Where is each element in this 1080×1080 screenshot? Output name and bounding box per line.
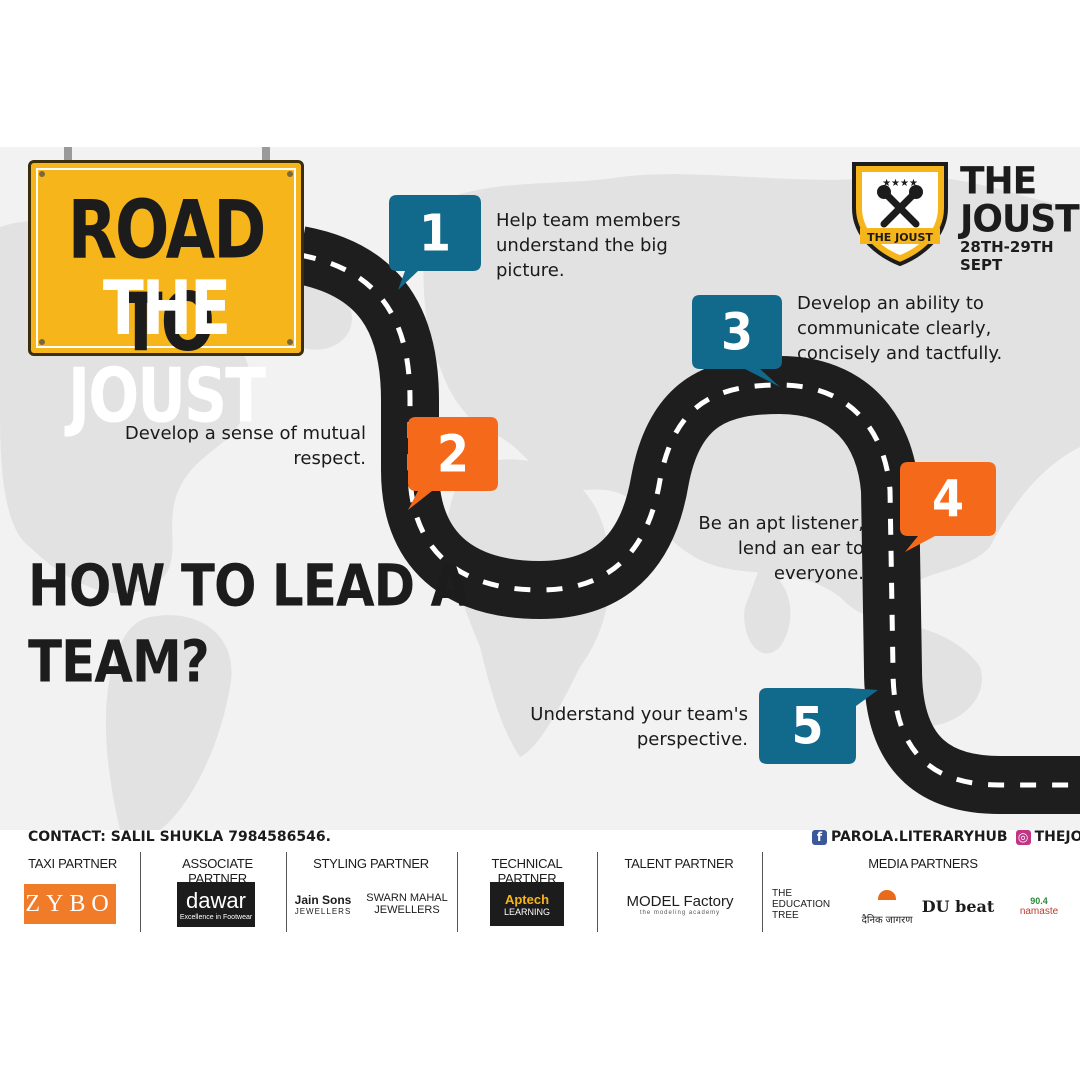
model-factory-sub: the modeling academy bbox=[639, 909, 721, 916]
shield-label: THE JOUST bbox=[867, 231, 933, 244]
contact-info: CONTACT: SALIL SHUKLA 7984586546. bbox=[28, 829, 331, 845]
partner-media: MEDIA PARTNERS THE EDUCATION TREE दैनिक … bbox=[766, 852, 1080, 932]
instagram-handle[interactable]: THEJOUST19 bbox=[1034, 829, 1080, 845]
facebook-handle[interactable]: PAROLA.LITERARYHUB bbox=[831, 829, 1008, 845]
step-3-number: 3 bbox=[720, 302, 753, 362]
partner-label: TAXI PARTNER bbox=[28, 856, 117, 871]
shield-stars-icon: ★★★★ bbox=[882, 178, 918, 189]
step-5-text: Understand your team's perspective. bbox=[530, 704, 748, 750]
road-to-the-joust-sign: ROAD TO THE JOUST bbox=[28, 160, 304, 440]
partner-taxi: TAXI PARTNER ZYBO bbox=[20, 852, 125, 932]
swarn-mahal-logo: SWARN MAHAL JEWELLERS bbox=[360, 888, 454, 920]
jain-sons-logo: Jain Sons JEWELLERS bbox=[290, 882, 356, 926]
education-tree-logo: THE EDUCATION TREE bbox=[772, 887, 831, 921]
headline: HOW TO LEAD A TEAM? bbox=[28, 552, 469, 696]
swarn-mahal-sub: JEWELLERS bbox=[374, 904, 440, 916]
step-5-number: 5 bbox=[791, 696, 824, 756]
jain-sons-name: Jain Sons bbox=[294, 892, 352, 907]
brand-title: THE JOUST bbox=[960, 159, 1080, 241]
sign-post-left bbox=[64, 147, 72, 162]
aptech-sub: LEARNING bbox=[503, 906, 550, 917]
partner-label: TALENT PARTNER bbox=[624, 856, 734, 871]
model-factory-name: MODEL Factory bbox=[626, 892, 734, 910]
partner-label: STYLING PARTNER bbox=[313, 856, 429, 871]
zybo-logo: ZYBO bbox=[24, 884, 116, 924]
du-beat-logo: DU beat bbox=[921, 896, 995, 916]
partner-divider bbox=[286, 852, 287, 932]
step-2-number: 2 bbox=[436, 424, 469, 484]
microphone-icon bbox=[880, 188, 920, 228]
partner-talent: TALENT PARTNER MODEL Factory the modelin… bbox=[604, 852, 754, 932]
step-4-bubble bbox=[900, 462, 996, 552]
step-1-number: 1 bbox=[418, 203, 451, 263]
facebook-icon[interactable]: f bbox=[812, 829, 827, 845]
partner-divider bbox=[457, 852, 458, 932]
step-1-bubble bbox=[389, 195, 481, 290]
sign-bolt bbox=[287, 171, 293, 177]
step-5-bubble bbox=[759, 688, 878, 764]
sign-title-line1: ROAD TO bbox=[67, 185, 267, 370]
swarn-mahal-name: SWARN MAHAL bbox=[366, 892, 448, 904]
step-3-text: Develop an ability to communicate clearl… bbox=[797, 293, 1003, 364]
sign-post-right bbox=[262, 147, 270, 162]
dawar-name: dawar bbox=[186, 888, 246, 913]
dainik-jagran-logo: दैनिक जागरण bbox=[858, 890, 916, 926]
step-1-text: Help team members understand the big pic… bbox=[496, 210, 681, 281]
partner-styling: STYLING PARTNER Jain Sons JEWELLERS SWAR… bbox=[288, 852, 454, 932]
step-3-bubble bbox=[692, 295, 782, 387]
sign-bolt bbox=[39, 171, 45, 177]
sign-bolt bbox=[287, 339, 293, 345]
step-2-text: Develop a sense of mutual respect. bbox=[124, 423, 366, 469]
step-4-text: Be an apt listener, lend an ear to every… bbox=[698, 513, 864, 584]
dainik-jagran-name: दैनिक जागरण bbox=[861, 915, 913, 926]
partner-divider bbox=[762, 852, 763, 932]
the-joust-shield-logo: ★★★★ THE JOUST bbox=[852, 162, 948, 266]
partner-technical: TECHNICAL PARTNER Aptech LEARNING bbox=[462, 852, 592, 932]
aptech-name: Aptech bbox=[504, 891, 550, 907]
partner-divider bbox=[140, 852, 141, 932]
instagram-icon[interactable]: ◎ bbox=[1015, 829, 1031, 845]
sign-title-line2: THE JOUST bbox=[67, 265, 266, 440]
step-4-number: 4 bbox=[931, 469, 964, 529]
radio-name: namaste bbox=[1019, 905, 1059, 917]
dawar-tagline: Excellence in Footwear bbox=[179, 914, 253, 921]
partner-divider bbox=[597, 852, 598, 932]
partner-label: MEDIA PARTNERS bbox=[868, 856, 978, 871]
partner-associate: ASSOCIATE PARTNER dawar Excellence in Fo… bbox=[155, 852, 280, 932]
aptech-logo: Aptech LEARNING bbox=[490, 882, 564, 926]
social-links: f PAROLA.LITERARYHUB ◎ THEJOUST19 bbox=[812, 829, 1080, 845]
jain-sons-sub: JEWELLERS bbox=[294, 906, 352, 916]
radio-namaste-logo: 90.4 namaste bbox=[1004, 890, 1074, 922]
dawar-logo: dawar Excellence in Footwear bbox=[177, 882, 255, 927]
partners-strip: TAXI PARTNER ZYBO ASSOCIATE PARTNER dawa… bbox=[0, 852, 1080, 942]
sign-bolt bbox=[39, 339, 45, 345]
step-2-bubble bbox=[408, 417, 498, 510]
event-dates: 28TH-29TH SEPT bbox=[960, 238, 1054, 274]
sun-icon bbox=[878, 890, 896, 900]
radio-frequency: 90.4 bbox=[1030, 895, 1048, 906]
model-factory-logo: MODEL Factory the modeling academy bbox=[610, 888, 750, 920]
